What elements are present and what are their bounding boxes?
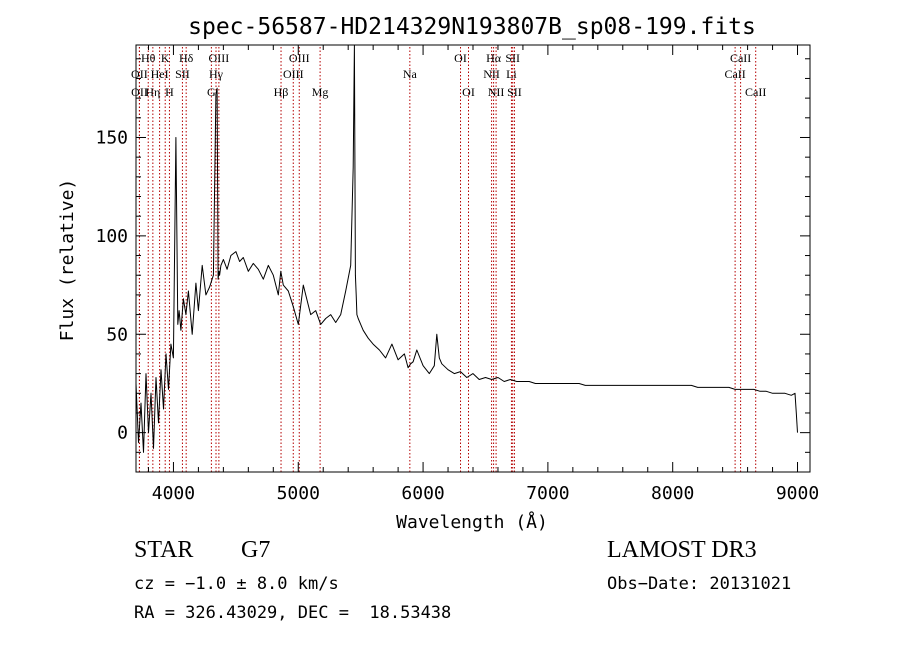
line-marker-label: Hγ	[209, 67, 224, 81]
line-marker-label: CaII	[724, 67, 745, 81]
x-axis-ticks: 4000 5000 6000 7000 8000 9000	[147, 45, 819, 504]
spectrum-line	[135, 44, 798, 453]
line-marker-label: Hθ	[141, 51, 156, 65]
observation-date: Obs−Date: 20131021	[607, 574, 792, 594]
line-marker-label: OIII	[289, 51, 310, 65]
y-axis-label: Flux (relative)	[57, 179, 78, 342]
y-tick-label: 50	[106, 324, 128, 345]
x-tick-label: 5000	[277, 483, 320, 504]
line-marker-label: NII	[488, 85, 505, 99]
line-marker-label: OII	[131, 67, 148, 81]
line-marker-label: CaII	[730, 51, 751, 65]
spectrum-series	[135, 44, 798, 453]
line-markers	[138, 47, 757, 472]
line-marker-label: OIII	[283, 67, 304, 81]
x-tick-label: 6000	[401, 483, 444, 504]
redshift-cz: cz = −1.0 ± 8.0 km/s	[134, 574, 339, 594]
line-marker-label: OIII	[209, 51, 230, 65]
y-tick-label: 150	[95, 127, 128, 148]
plot-frame	[135, 44, 811, 473]
line-marker-label: Hβ	[274, 85, 289, 99]
line-marker-label: Mg	[312, 85, 329, 99]
x-tick-label: 4000	[152, 483, 195, 504]
line-marker-label: SII	[175, 67, 190, 81]
line-marker-label: Hα	[486, 51, 502, 65]
coordinates: RA = 326.43029, DEC = 18.53438	[134, 603, 452, 623]
line-marker-label: OI	[462, 85, 475, 99]
line-marker-label: Hη	[145, 85, 160, 99]
y-axis-ticks: 0 50 100 150	[95, 58, 810, 453]
line-marker-label: Li	[506, 67, 517, 81]
survey-name: LAMOST DR3	[607, 537, 757, 563]
x-tick-label: 8000	[651, 483, 694, 504]
y-tick-label: 0	[117, 423, 128, 444]
line-marker-label: HeI	[151, 67, 169, 81]
line-marker-label: NII	[483, 67, 500, 81]
x-tick-label: 7000	[526, 483, 569, 504]
line-marker-label: OII	[131, 85, 148, 99]
chart-title: spec-56587-HD214329N193807B_sp08-199.fit…	[188, 14, 756, 40]
line-marker-label: CaII	[745, 85, 766, 99]
line-marker-label: OI	[454, 51, 467, 65]
line-marker-label: K	[161, 51, 170, 65]
line-marker-label: G	[207, 85, 216, 99]
object-class: STAR	[134, 537, 194, 563]
line-marker-label: SII	[507, 85, 522, 99]
line-marker-label: Na	[403, 67, 418, 81]
x-axis-label: Wavelength (Å)	[396, 511, 548, 533]
line-marker-label: H	[165, 85, 174, 99]
x-tick-label: 9000	[776, 483, 819, 504]
y-tick-label: 100	[95, 226, 128, 247]
object-subclass: G7	[241, 537, 271, 563]
line-marker-label: SII	[505, 51, 520, 65]
line-marker-label: Hδ	[179, 51, 194, 65]
line-marker-labels: HθOIIOIIHηHeIKHSIIHδGHγOIIIHβOIIIOIIIMgN…	[131, 51, 766, 99]
